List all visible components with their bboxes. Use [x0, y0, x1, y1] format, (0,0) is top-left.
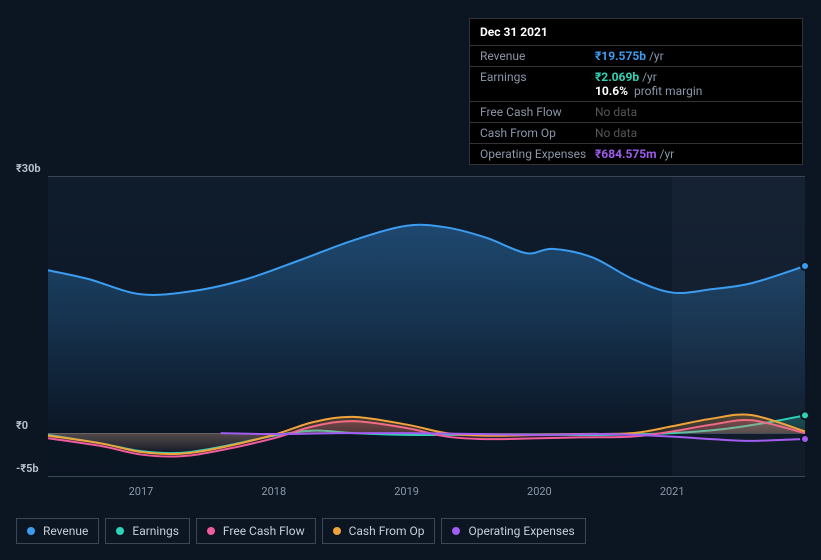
y-axis-label: ₹30b [16, 162, 46, 175]
tooltip-row: Revenue₹19.575b/yr [470, 46, 802, 67]
legend-swatch [333, 527, 341, 535]
tooltip-row: Cash From OpNo data [470, 123, 802, 144]
legend-item[interactable]: Revenue [16, 518, 99, 544]
financials-chart: ₹30b₹0-₹5b 20172018201920202021 [16, 160, 805, 490]
tooltip-row-value: ₹19.575b [595, 49, 646, 63]
legend-swatch [452, 527, 460, 535]
tooltip-row: Free Cash FlowNo data [470, 102, 802, 123]
y-axis-label: -₹5b [16, 462, 46, 475]
tooltip-panel: Dec 31 2021 Revenue₹19.575b/yrEarnings₹2… [469, 18, 803, 165]
tooltip-row-label: Revenue [480, 49, 595, 63]
series-endpoint [801, 262, 809, 270]
legend-label: Operating Expenses [468, 524, 574, 538]
tooltip-rows: Revenue₹19.575b/yr Earnings₹2.069b/yr 10.6… [470, 46, 802, 164]
y-axis-label: ₹0 [16, 419, 46, 432]
tooltip-row-unit: /yr [660, 147, 675, 161]
x-axis-label: 2019 [394, 485, 419, 498]
legend-label: Revenue [43, 524, 88, 538]
tooltip-row-value: No data [595, 105, 637, 119]
legend-item[interactable]: Free Cash Flow [196, 518, 316, 544]
tooltip-row-unit: /yr [642, 70, 657, 84]
gridline [48, 476, 805, 477]
tooltip-row-sub-pct: 10.6% [595, 84, 628, 98]
tooltip-row-label: Free Cash Flow [480, 105, 595, 119]
series-endpoint [801, 411, 809, 419]
legend: Revenue Earnings Free Cash Flow Cash From O… [16, 518, 586, 544]
legend-swatch [27, 527, 35, 535]
legend-swatch [116, 527, 124, 535]
x-axis-label: 2020 [527, 485, 552, 498]
legend-label: Earnings [132, 524, 179, 538]
legend-label: Cash From Op [349, 524, 425, 538]
legend-swatch [207, 527, 215, 535]
series-area [48, 225, 805, 433]
series-endpoint [801, 435, 809, 443]
tooltip-row-label: Earnings [480, 70, 595, 98]
tooltip-row-value: ₹684.575m [595, 147, 657, 161]
tooltip-date: Dec 31 2021 [470, 19, 802, 46]
chart-svg [48, 176, 805, 476]
tooltip-row-unit: /yr [649, 49, 664, 63]
x-axis-label: 2021 [660, 485, 685, 498]
tooltip-row-sub-text: profit margin [631, 84, 702, 98]
legend-item[interactable]: Earnings [105, 518, 190, 544]
legend-item[interactable]: Cash From Op [322, 518, 436, 544]
tooltip-row-value: ₹2.069b [595, 70, 639, 84]
legend-item[interactable]: Operating Expenses [441, 518, 585, 544]
x-axis-label: 2018 [261, 485, 286, 498]
tooltip-row: Earnings₹2.069b/yr 10.6% profit margin [470, 67, 802, 102]
tooltip-row-value: No data [595, 126, 637, 140]
tooltip-row-label: Operating Expenses [480, 147, 595, 161]
tooltip-row-label: Cash From Op [480, 126, 595, 140]
x-axis-label: 2017 [129, 485, 154, 498]
legend-label: Free Cash Flow [223, 524, 305, 538]
